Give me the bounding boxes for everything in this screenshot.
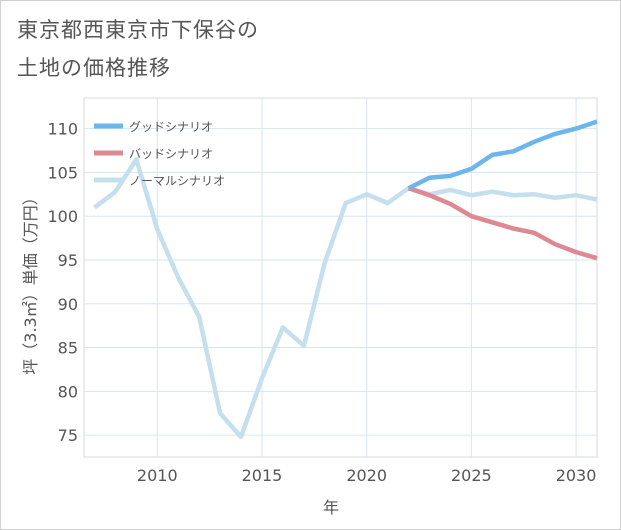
series-line-0 [407,119,598,191]
chart-title-line1: 東京都西東京市下保谷の [17,18,259,42]
y-tick-label: 75 [58,426,78,445]
grid-layer [84,98,597,457]
plot-area [83,97,598,458]
y-tick-label: 80 [58,382,78,401]
y-tick-label: 85 [58,339,78,358]
y-tick-label: 110 [47,120,78,139]
x-tick-label: 2010 [137,466,178,485]
x-tick-label: 2025 [451,466,492,485]
x-tick-label: 2015 [242,466,283,485]
legend-label-0: グッドシナリオ [129,120,213,134]
series-line-1 [407,186,598,261]
tick-layer: 2010 2015 2020 2025 2030 75 80 85 90 95 100 105 110 [47,120,596,485]
y-axis-label: 坪（3.3㎡）単価（万円） [21,189,40,374]
y-tick-label: 100 [47,207,78,226]
y-tick-label: 95 [58,251,78,270]
legend-label-2: ノーマルシナリオ [129,174,225,188]
series-line-2 [93,157,598,440]
x-axis-label: 年 [323,498,339,517]
series-layer [93,119,598,440]
y-tick-label: 90 [58,295,78,314]
chart-title-line2: 土地の価格推移 [17,56,171,80]
x-tick-label: 2020 [346,466,387,485]
x-tick-label: 2030 [556,466,597,485]
y-tick-label: 105 [47,163,78,182]
legend-label-1: バッドシナリオ [129,147,213,161]
